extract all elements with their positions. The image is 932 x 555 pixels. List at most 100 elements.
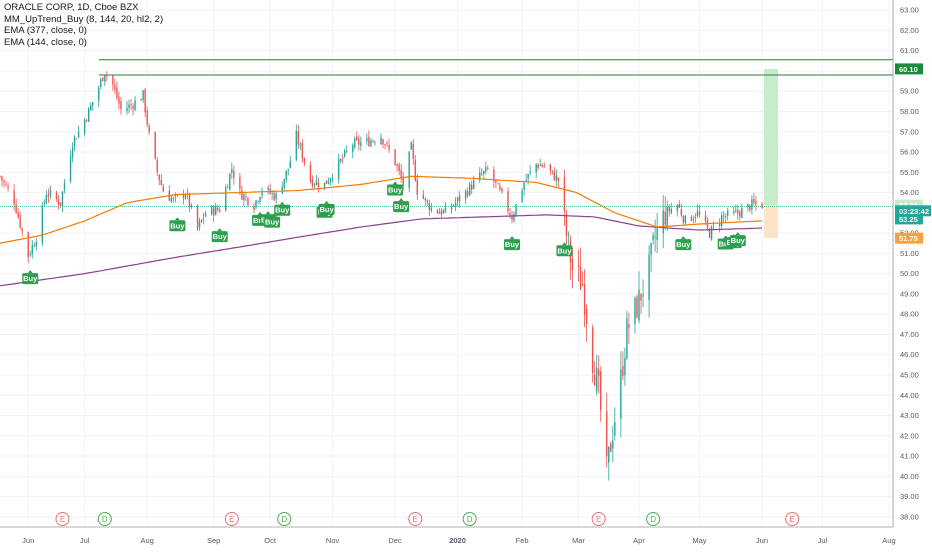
event-circle — [785, 512, 800, 526]
candle-body — [85, 120, 88, 122]
candle-body — [285, 170, 287, 180]
buy-arrow — [561, 242, 567, 246]
candle-body — [541, 164, 543, 167]
candle-body — [283, 178, 285, 188]
candle-body — [499, 185, 501, 190]
buy-signal: Buy — [729, 232, 746, 247]
candle-body — [509, 213, 511, 216]
buy-arrow — [265, 211, 271, 215]
x-tick-label: May — [692, 536, 706, 545]
dividend-event-icon[interactable]: D — [462, 512, 477, 526]
candle-body — [134, 100, 136, 111]
candle-body — [600, 371, 602, 411]
candle-body — [346, 150, 348, 152]
candle-body — [102, 77, 104, 82]
buy-marker — [264, 216, 281, 228]
candle-body — [737, 209, 739, 214]
y-tick-label: 62.00 — [900, 26, 919, 35]
candle-body — [408, 151, 410, 188]
y-tick-label: 55.00 — [900, 168, 919, 177]
candle-body — [440, 210, 443, 215]
candle-body — [59, 202, 62, 206]
candle-body — [549, 164, 552, 171]
candle-body — [35, 242, 37, 247]
price-tag: 53.25 — [895, 213, 923, 225]
candle-body — [608, 446, 610, 463]
candle-body — [612, 440, 614, 449]
candle-body — [275, 193, 277, 199]
candle-body — [3, 180, 5, 183]
candle-body — [47, 193, 50, 197]
candle-body — [753, 198, 755, 203]
candle-body — [535, 163, 537, 173]
candle-body — [678, 203, 681, 208]
candle-body — [325, 180, 328, 184]
candle-body — [41, 205, 44, 243]
buy-arrow — [174, 217, 180, 221]
candle-body — [29, 253, 31, 256]
buy-arrow — [398, 198, 404, 202]
candle-body — [370, 140, 372, 147]
buy-signal: Buy — [556, 242, 573, 257]
candle-body — [557, 177, 560, 182]
candle-body — [680, 209, 683, 216]
earnings-event-icon[interactable]: E — [591, 512, 606, 526]
candle-body — [343, 150, 346, 157]
candle-body — [172, 198, 175, 199]
candle-body — [49, 190, 52, 195]
candle-body — [634, 297, 636, 325]
candle-body — [464, 190, 467, 200]
candle-body — [112, 75, 114, 85]
candle-body — [521, 190, 523, 203]
candle-body — [511, 215, 513, 220]
buy-signal: Buy — [387, 181, 404, 196]
candle-body — [567, 233, 570, 235]
candle-body — [156, 159, 158, 173]
dividend-event-icon[interactable]: D — [97, 512, 112, 526]
y-tick-label: 51.00 — [900, 249, 919, 258]
y-tick-label: 46.00 — [900, 350, 919, 359]
event-label: E — [790, 515, 795, 524]
candle-body — [493, 169, 495, 182]
earnings-event-icon[interactable]: E — [55, 512, 70, 526]
candle-body — [225, 187, 227, 211]
candle-body — [739, 211, 741, 217]
candle-body — [200, 219, 203, 222]
legend-indicator[interactable]: MM_UpTrend_Buy (8, 144, 20, hl2, 2) — [4, 13, 164, 25]
candle-body — [402, 176, 404, 186]
x-tick-label: Aug — [882, 536, 895, 545]
earnings-event-icon[interactable]: E — [224, 512, 239, 526]
candle-body — [87, 108, 90, 123]
dividend-event-icon[interactable]: D — [277, 512, 292, 526]
x-tick-label: Sep — [207, 536, 220, 545]
candle-body — [295, 130, 298, 160]
candle-body — [664, 211, 666, 225]
candle-body — [529, 171, 531, 174]
candle-body — [704, 215, 707, 222]
candle-body — [15, 204, 17, 213]
candle-body — [83, 119, 86, 134]
earnings-event-icon[interactable]: E — [785, 512, 800, 526]
candle-body — [287, 168, 289, 171]
candle-body — [174, 195, 177, 197]
legend-symbol[interactable]: ORACLE CORP, 1D, Cboe BZX — [4, 2, 139, 13]
earnings-event-icon[interactable]: E — [408, 512, 423, 526]
candle-body — [398, 164, 400, 171]
candle-body — [670, 208, 672, 213]
candle-body — [188, 193, 191, 208]
buy-label: Buy — [319, 205, 334, 214]
candle-body — [90, 105, 92, 111]
price-tag-bg — [895, 213, 923, 225]
dividend-event-icon[interactable]: D — [646, 512, 661, 526]
candle-body — [543, 165, 545, 167]
candle-body — [656, 228, 658, 241]
candle-body — [722, 215, 725, 217]
candle-body — [214, 206, 217, 216]
legend-ema-fast[interactable]: EMA (144, close, 0) — [4, 36, 87, 48]
candle-body — [606, 411, 608, 457]
legend-ema-slow[interactable]: EMA (377, close, 0) — [4, 25, 87, 36]
candle-body — [63, 182, 66, 190]
candle-body — [184, 195, 187, 199]
